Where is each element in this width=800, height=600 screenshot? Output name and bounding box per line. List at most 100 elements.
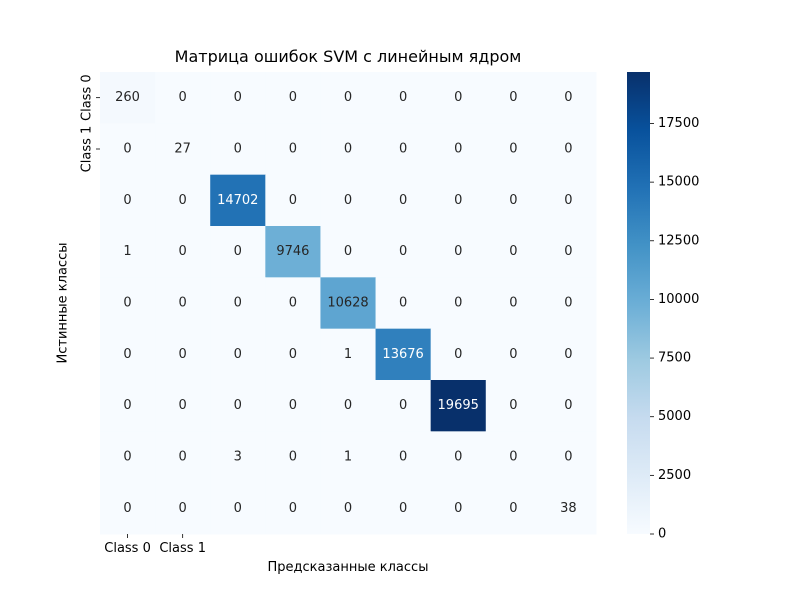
cell-value-r1-c4: 0 [344,142,352,157]
heatmap-cell-r5-c0 [100,328,156,381]
cell-value-r5-c7: 0 [509,347,517,362]
cell-value-r0-c6: 0 [454,90,462,105]
heatmap-cell-r4-c7 [485,277,542,330]
colorbar-tick-label-2: 5000 [658,409,691,424]
cell-value-r7-c6: 0 [454,450,462,465]
cell-value-r2-c3: 0 [289,193,297,208]
cell-value-r5-c1: 0 [179,347,187,362]
heatmap-cell-r3-c2 [210,226,266,278]
colorbar-tick-label-7: 17500 [658,116,699,131]
cell-value-r2-c7: 0 [509,193,517,208]
colorbar-tick-label-5: 12500 [658,233,699,248]
x-tick-label-0: Class 0 [104,541,151,556]
heatmap-cell-r7-c0 [100,431,156,484]
cell-value-r2-c6: 0 [454,193,462,208]
cell-value-r4-c0: 0 [123,296,131,311]
cell-value-r2-c1: 0 [179,193,187,208]
heatmap-cell-r6-c6 [430,380,487,432]
cell-value-r8-c4: 0 [344,501,352,516]
heatmap-cell-r3-c3 [265,226,321,278]
heatmap-cell-r2-c4 [320,174,377,227]
cell-value-r5-c5: 13676 [382,347,423,362]
y-tick-label-0: Class 0 [80,74,95,121]
heatmap-cell-r4-c0 [100,277,156,330]
heatmap-cell-r6-c5 [375,380,432,432]
cell-value-r0-c8: 0 [564,90,572,105]
cell-value-r6-c5: 0 [399,398,407,413]
colorbar-tick-label-1: 2500 [658,468,691,483]
cell-value-r5-c4: 1 [344,347,352,362]
cell-value-r4-c6: 0 [454,296,462,311]
heatmap-cell-labels: 260 0 0 0 0 0 0 0 0 0 27 0 0 0 0 0 0 0 0 0 14702 0 0 0 0 0 0 1 0 0 974… [115,90,577,516]
cell-value-r8-c5: 0 [399,501,407,516]
colorbar-gradient [627,72,650,534]
cell-value-r0-c2: 0 [234,90,242,105]
cell-value-r3-c5: 0 [399,244,407,259]
cell-value-r3-c2: 0 [234,244,242,259]
cell-value-r5-c8: 0 [564,347,572,362]
colorbar-tick-label-4: 10000 [658,292,699,307]
x-axis-label: Предсказанные классы [267,560,429,575]
cell-value-r6-c6: 19695 [438,398,479,413]
heatmap-cell-r8-c5 [375,482,432,535]
cell-value-r2-c0: 0 [123,193,131,208]
heatmap-cell-r0-c1 [155,72,211,124]
heatmap-cell-r8-c2 [210,482,266,535]
cell-value-r4-c2: 0 [234,296,242,311]
heatmap-cell-r3-c8 [540,226,597,278]
heatmap-cells [100,72,597,535]
cell-value-r4-c4: 10628 [327,296,368,311]
cell-value-r7-c0: 0 [123,450,131,465]
cell-value-r0-c1: 0 [179,90,187,105]
cell-value-r3-c6: 0 [454,244,462,259]
cell-value-r1-c7: 0 [509,142,517,157]
cell-value-r7-c8: 0 [564,450,572,465]
heatmap-cell-r8-c8 [540,482,597,535]
cell-value-r4-c7: 0 [509,296,517,311]
heatmap-cell-r5-c8 [540,328,597,381]
cell-value-r1-c3: 0 [289,142,297,157]
heatmap-cell-r8-c4 [320,482,377,535]
cell-value-r3-c7: 0 [509,244,517,259]
heatmap-cell-r6-c7 [485,380,542,432]
heatmap-cell-r6-c2 [210,380,266,432]
heatmap-cell-r4-c8 [540,277,597,330]
heatmap-cell-r7-c1 [155,431,211,484]
cell-value-r6-c0: 0 [123,398,131,413]
cell-value-r3-c3: 9746 [276,244,309,259]
heatmap-cell-r8-c3 [265,482,321,535]
cell-value-r2-c5: 0 [399,193,407,208]
heatmap-cell-r6-c0 [100,380,156,432]
heatmap-cell-r3-c6 [430,226,487,278]
heatmap-cell-r6-c8 [540,380,597,432]
heatmap-cell-r1-c1 [155,123,211,176]
heatmap-cell-r7-c5 [375,431,432,484]
cell-value-r3-c4: 0 [344,244,352,259]
cell-value-r7-c5: 0 [399,450,407,465]
heatmap-cell-r0-c3 [265,72,321,124]
heatmap-cell-r5-c1 [155,328,211,381]
cell-value-r3-c8: 0 [564,244,572,259]
y-axis-ticks: Class 0 Class 1 [80,74,100,172]
cell-value-r1-c2: 0 [234,142,242,157]
colorbar: 0 2500 5000 7500 10000 12500 15000 17500 [627,72,699,542]
heatmap-cell-r2-c2 [210,174,266,227]
cell-value-r6-c4: 0 [344,398,352,413]
heatmap-cell-r1-c0 [100,123,156,176]
x-axis-ticks: Class 0 Class 1 [104,534,206,556]
heatmap-cell-r2-c7 [485,174,542,227]
cell-value-r5-c2: 0 [234,347,242,362]
cell-value-r4-c5: 0 [399,296,407,311]
heatmap-cell-r8-c0 [100,482,156,535]
heatmap-cell-r2-c1 [155,174,211,227]
heatmap-cell-r1-c7 [485,123,542,176]
heatmap-cell-r6-c3 [265,380,321,432]
cell-value-r6-c3: 0 [289,398,297,413]
heatmap-cell-r0-c8 [540,72,597,124]
cell-value-r4-c3: 0 [289,296,297,311]
cell-value-r8-c7: 0 [509,501,517,516]
heatmap-cell-r3-c5 [375,226,432,278]
heatmap-cell-r5-c5 [375,328,432,381]
colorbar-tick-label-0: 0 [658,527,666,542]
